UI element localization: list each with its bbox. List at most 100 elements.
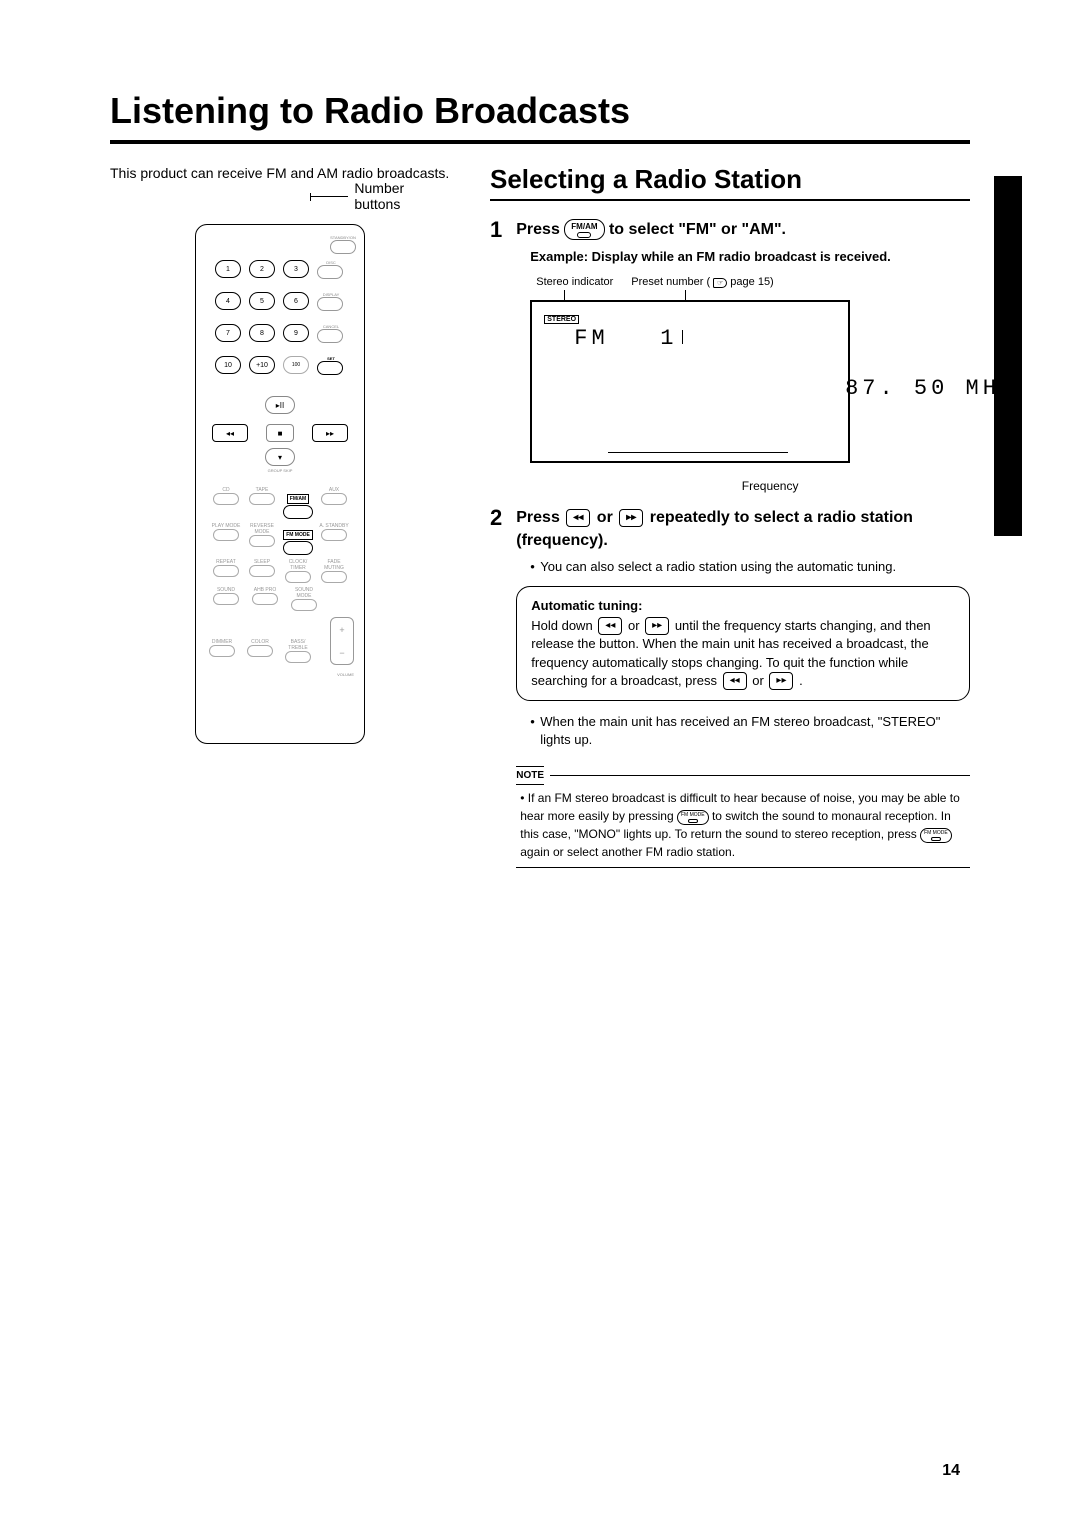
num-1: 1 xyxy=(215,260,241,278)
num-7: 7 xyxy=(215,324,241,342)
section-heading: Selecting a Radio Station xyxy=(490,164,970,195)
label-tick xyxy=(310,196,348,197)
repeat-lbl: REPEAT xyxy=(210,559,242,565)
fmam-lbl: FM/AM xyxy=(287,494,309,504)
note-label: NOTE xyxy=(516,766,544,785)
auto-next-icon: ▸▸ xyxy=(645,617,669,635)
display-btn xyxy=(317,297,343,311)
volume-label: VOLUME xyxy=(337,672,354,677)
color-pill xyxy=(247,645,273,657)
step-1: 1 Press FM/AM to select "FM" or "AM". Ex… xyxy=(490,219,970,493)
lcd-line1: FM 1 xyxy=(544,326,836,351)
step2-or: or xyxy=(597,509,617,526)
automatic-tuning-box: Automatic tuning: Hold down ◂◂ or ▸▸ unt… xyxy=(516,586,970,702)
page-number: 14 xyxy=(942,1462,960,1480)
play-pause-btn: ▸II xyxy=(265,396,295,414)
step-1-title: Press FM/AM to select "FM" or "AM". xyxy=(516,219,970,241)
fade-pill xyxy=(321,571,347,583)
stereo-indicator-label: Stereo indicator xyxy=(536,276,613,288)
set-btn xyxy=(317,361,343,375)
aux-lbl: AUX xyxy=(318,487,350,493)
tape-pill xyxy=(249,493,275,505)
sound-lbl: SOUND xyxy=(210,587,242,593)
smode-pill xyxy=(291,599,317,611)
note-block: NOTE • If an FM stereo broadcast is diff… xyxy=(516,766,970,868)
sleep-pill xyxy=(249,565,275,577)
play-lbl: PLAY MODE xyxy=(210,523,242,529)
remote-illustration: STANDBY/ON 1 2 3 DISC 4 5 6 DISPLAY 7 8 … xyxy=(195,224,365,744)
step1-rest: to select "FM" or "AM". xyxy=(609,221,786,238)
aux-pill xyxy=(321,493,347,505)
next-inline-icon: ▸▸ xyxy=(619,509,643,527)
frequency-label: Frequency xyxy=(570,479,970,493)
fmam-inline-button: FM/AM xyxy=(564,219,604,240)
fmam-pill xyxy=(283,505,313,519)
astby-lbl: A. STANDBY xyxy=(318,523,350,529)
section-divider xyxy=(490,199,970,201)
page-ref-icon: ☞ xyxy=(713,278,727,288)
note-text: • If an FM stereo broadcast is difficult… xyxy=(516,789,970,861)
auto-prev-icon: ◂◂ xyxy=(598,617,622,635)
dimmer-pill xyxy=(209,645,235,657)
step-2: 2 Press ◂◂ or ▸▸ repeatedly to select a … xyxy=(490,507,970,868)
cd-lbl: CD xyxy=(210,487,242,493)
clock-pill xyxy=(285,571,311,583)
sleep-lbl: SLEEP xyxy=(246,559,278,565)
prev-inline-icon: ◂◂ xyxy=(566,509,590,527)
fmmode-pill xyxy=(283,541,313,555)
volume-rocker: +− xyxy=(330,617,354,665)
cancel-btn xyxy=(317,329,343,343)
tape-lbl: TAPE xyxy=(246,487,278,493)
color-lbl: COLOR xyxy=(244,639,276,645)
num-6: 6 xyxy=(283,292,309,310)
stop-btn: ■ xyxy=(266,424,294,442)
num-4: 4 xyxy=(215,292,241,310)
disc-btn xyxy=(317,265,343,279)
smode-lbl: SOUND MODE xyxy=(288,587,320,599)
ahb-pill xyxy=(252,593,278,605)
lcd-screen: STEREO FM 1 87. 50 MHz xyxy=(530,300,850,463)
auto-next-icon-2: ▸▸ xyxy=(769,672,793,690)
lcd-diagram: Stereo indicator Preset number ( ☞ page … xyxy=(516,276,970,493)
title-divider xyxy=(110,140,970,144)
step2-press: Press xyxy=(516,509,564,526)
num-10: 10 xyxy=(215,356,241,374)
step1-press: Press xyxy=(516,221,560,238)
clock-lbl: CLOCK/ TIMER xyxy=(282,559,314,571)
fmam-inline-text: FM/AM xyxy=(571,222,597,231)
auto-prev-icon-2: ◂◂ xyxy=(723,672,747,690)
num-8: 8 xyxy=(249,324,275,342)
step2-bullet1: You can also select a radio station usin… xyxy=(530,558,970,576)
cd-pill xyxy=(213,493,239,505)
number-buttons-label: Number buttons xyxy=(354,180,450,212)
fmmode-inline-2: FM MODE xyxy=(920,828,952,843)
ahb-lbl: AHB PRO xyxy=(249,587,281,593)
step-2-title: Press ◂◂ or ▸▸ repeatedly to select a ra… xyxy=(516,507,970,552)
prev-btn: ◂◂ xyxy=(212,424,248,442)
auto-tuning-body: Hold down ◂◂ or ▸▸ until the frequency s… xyxy=(531,617,955,691)
step-1-number: 1 xyxy=(490,219,502,493)
side-tab-text: Listening to Radio Broadcasts xyxy=(1002,210,1019,427)
num-p10: +10 xyxy=(249,356,275,374)
fade-lbl: FADE MUTING xyxy=(318,559,350,571)
fmmode-inline-1: FM MODE xyxy=(677,810,709,825)
sound-pill xyxy=(213,593,239,605)
fmam-inline-sub xyxy=(577,232,591,238)
lcd-stereo: STEREO xyxy=(544,315,579,324)
preset-number-label: Preset number ( ☞ page 15) xyxy=(631,276,773,288)
example-label: Example: Display while an FM radio broad… xyxy=(516,249,970,266)
num-3: 3 xyxy=(283,260,309,278)
group-skip-label: GROUP SKIP xyxy=(204,468,356,473)
num-100: 100 xyxy=(283,356,309,374)
num-9: 9 xyxy=(283,324,309,342)
num-2: 2 xyxy=(249,260,275,278)
down-btn: ▾ xyxy=(265,448,295,466)
auto-tuning-head: Automatic tuning: xyxy=(531,597,955,615)
rev-lbl: REVERSE MODE xyxy=(246,523,278,535)
page-title: Listening to Radio Broadcasts xyxy=(110,90,970,132)
num-5: 5 xyxy=(249,292,275,310)
dimmer-lbl: DIMMER xyxy=(206,639,238,645)
rev-pill xyxy=(249,535,275,547)
step2-bullet2: When the main unit has received an FM st… xyxy=(530,713,970,748)
astby-pill xyxy=(321,529,347,541)
